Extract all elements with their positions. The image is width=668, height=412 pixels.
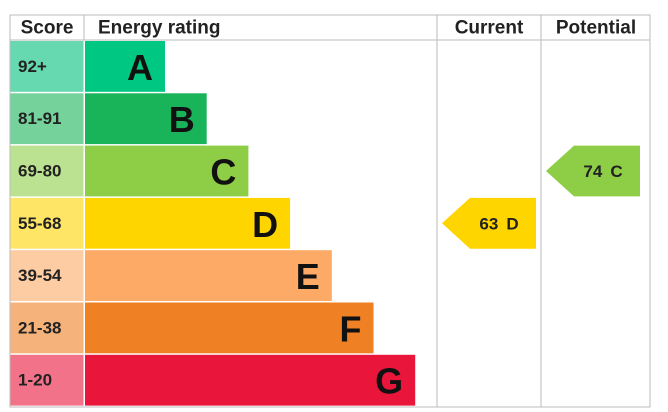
rating-letter: B [169,99,195,140]
score-cell [10,145,84,197]
potential-value: 74 [583,162,602,181]
current-arrow [442,197,536,249]
potential-arrow [546,145,640,197]
score-label: 55-68 [18,214,61,233]
current-rating: D [506,214,518,233]
score-label: 81-91 [18,109,61,128]
current-label: 63 D [479,214,518,233]
score-label: 1-20 [18,371,52,390]
potential-rating: C [610,162,622,181]
score-label: 92+ [18,57,47,76]
header-score: Score [21,18,74,39]
score-cell [10,354,84,406]
rating-letter: F [340,308,362,349]
score-cell [10,93,84,145]
score-label: 69-80 [18,162,61,181]
score-cell [10,197,84,249]
score-cell [10,302,84,354]
rating-bar [85,354,416,406]
rating-bar [85,250,332,301]
frame [9,14,651,408]
rating-letter: A [127,47,153,88]
score-cell [10,41,84,92]
rating-letter: C [210,152,236,193]
score-label: 39-54 [18,266,62,285]
header-current: Current [455,18,524,39]
header-potential: Potential [556,18,636,39]
rating-bar [85,93,207,145]
rating-letter: E [296,256,320,297]
score-label: 21-38 [18,318,61,337]
rating-letter: G [375,361,403,402]
rating-bar [85,302,374,354]
score-cell [10,250,84,301]
current-value: 63 [479,214,498,233]
rating-bar [85,145,249,197]
header-rating: Energy rating [98,18,220,39]
potential-label: 74 C [583,162,622,181]
rating-bar [85,41,165,92]
rating-bar [85,197,291,249]
rating-letter: D [252,204,278,245]
